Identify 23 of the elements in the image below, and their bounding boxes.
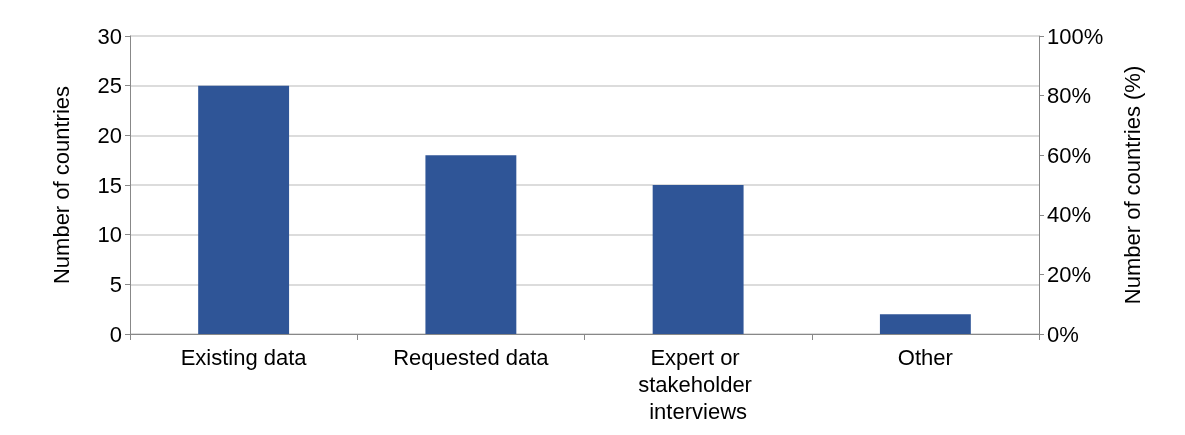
x-tick-label: Existing data xyxy=(180,345,308,370)
y-axis-title: Number of countries xyxy=(48,85,74,285)
y-tick-label: 15 xyxy=(97,172,122,198)
y-tick-label: 25 xyxy=(97,73,122,99)
y2-tick-label: 60% xyxy=(1047,142,1092,168)
y-tick-label: 0 xyxy=(109,321,122,347)
bar xyxy=(652,185,744,334)
y2-axis-title: Number of countries (%) xyxy=(1119,65,1145,305)
y2-tick-label: 40% xyxy=(1047,202,1092,228)
y2-tick-label: 20% xyxy=(1047,261,1092,287)
bar xyxy=(425,155,517,334)
y-tick-label: 20 xyxy=(97,122,122,148)
y-tick-label: 30 xyxy=(97,23,122,49)
x-tick-label: Expert or stakeholder interviews xyxy=(638,345,759,424)
bar xyxy=(198,85,290,334)
x-tick-label: Requested data xyxy=(393,345,550,370)
y2-tick-label: 0% xyxy=(1047,321,1079,347)
y2-tick-label: 100% xyxy=(1047,23,1104,49)
x-tick-label: Other xyxy=(897,345,953,370)
bar xyxy=(879,314,971,334)
y-tick-label: 5 xyxy=(109,271,122,297)
y-tick-label: 10 xyxy=(97,222,122,248)
y2-tick-label: 80% xyxy=(1047,83,1092,109)
